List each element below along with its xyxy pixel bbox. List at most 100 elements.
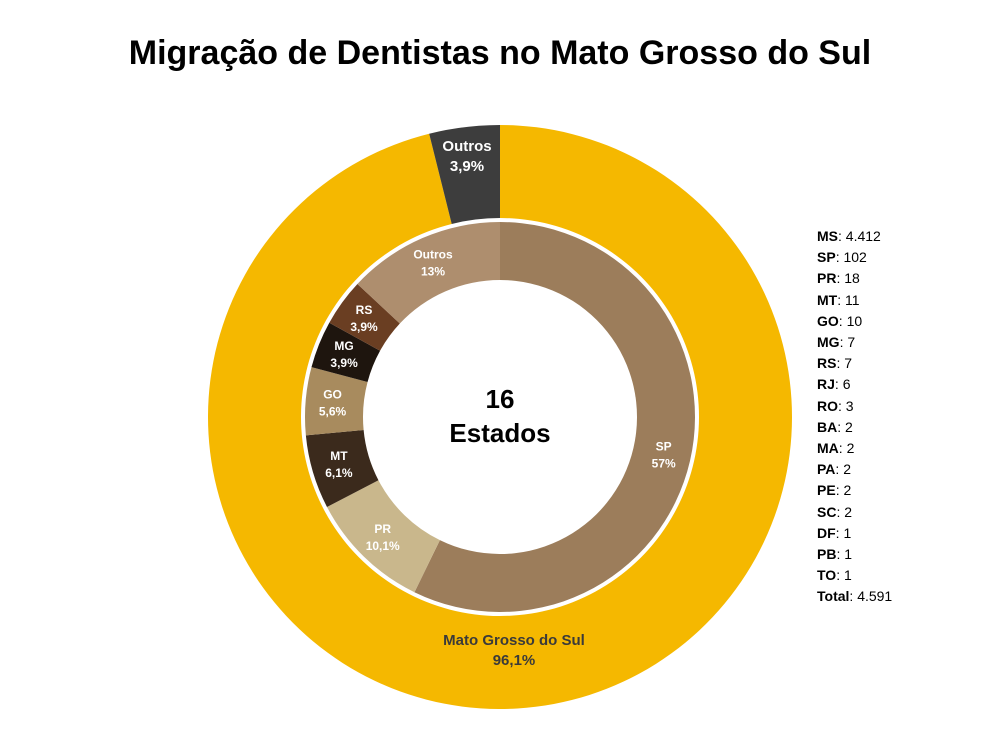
center-states-label: Estados: [449, 418, 550, 448]
legend-key: SP: [817, 249, 836, 266]
inner-slice-outros: [357, 222, 500, 324]
center-count-label: 16: [486, 384, 515, 414]
legend-key: MG: [817, 334, 840, 351]
legend-item: PR: 18: [817, 268, 892, 289]
legend-separator: :: [835, 461, 844, 478]
legend-key: MS: [817, 228, 838, 244]
inner-slice-rs: [329, 283, 400, 351]
legend-item: TO: 1: [817, 565, 892, 586]
legend-separator: :: [849, 588, 858, 605]
inner-slice-mg: [311, 322, 381, 382]
legend-key: RJ: [817, 376, 835, 393]
legend-item: GO: 10: [817, 311, 892, 332]
inner-slice-label-mg: MG: [334, 339, 353, 353]
outer-slice-mato-grosso-do-sul: [207, 125, 792, 709]
legend-key: RS: [817, 355, 837, 372]
outer-slice-label-mato-grosso-do-sul: Mato Grosso do Sul: [443, 632, 585, 649]
outer-slice-pct-mato-grosso-do-sul: 96,1%: [493, 652, 536, 669]
legend-separator: :: [838, 312, 847, 329]
inner-slice-mt: [305, 429, 379, 507]
legend-value: 1: [843, 524, 852, 541]
legend-item: MT: 11: [817, 290, 892, 311]
legend-item: RS: 7: [817, 353, 892, 374]
legend-separator: :: [836, 355, 845, 372]
legend-item: MS: 4.412: [817, 226, 892, 247]
legend-item: PE: 2: [817, 480, 892, 501]
legend-key: RO: [817, 397, 838, 414]
legend-value: 4.412: [845, 228, 881, 244]
outer-ring: Mato Grosso do Sul 96,1% Outros 3,9%: [207, 125, 792, 709]
legend-value: 102: [843, 249, 867, 266]
legend-value: 2: [843, 461, 851, 478]
inner-ring: SP 57% PR 10,1% MT 6,1% GO 5,6% MG 3,9% RS 3,9% Outr…: [305, 222, 695, 612]
inner-slice-pct-mg: 3,9%: [330, 356, 358, 370]
legend-key: PE: [817, 482, 836, 499]
legend-item: Total: 4.591: [817, 586, 892, 607]
legend-key: SC: [817, 503, 837, 520]
outer-slice-outros: [429, 125, 500, 224]
legend-separator: :: [838, 228, 846, 244]
inner-slice-sp: [414, 222, 695, 612]
legend-separator: :: [835, 482, 844, 499]
legend-value: 10: [846, 312, 863, 329]
legend-value: 1: [844, 546, 853, 563]
legend-separator: :: [837, 418, 846, 435]
legend-value: 2: [845, 418, 853, 435]
legend-item: DF: 1: [817, 523, 892, 544]
legend-key: PB: [817, 546, 837, 563]
legend-item: MA: 2: [817, 438, 892, 459]
legend-separator: :: [835, 249, 844, 266]
legend-value: 2: [843, 482, 852, 499]
legend-value: 3: [845, 397, 854, 414]
inner-slice-label-go: GO: [323, 388, 342, 402]
inner-slice-label-sp: SP: [656, 439, 672, 453]
legend-item: BA: 2: [817, 417, 892, 438]
legend-key: MT: [817, 291, 838, 308]
legend-item: PA: 2: [817, 459, 892, 480]
inner-slice-label-mt: MT: [330, 449, 348, 463]
legend-separator: :: [836, 546, 845, 563]
legend-key: GO: [817, 312, 839, 329]
inner-slice-pct-sp: 57%: [652, 456, 676, 470]
legend-key: BA: [817, 418, 838, 435]
legend-key: PA: [817, 461, 836, 478]
legend-separator: :: [838, 440, 847, 457]
legend-item: PB: 1: [817, 544, 892, 565]
legend-separator: :: [836, 503, 845, 520]
legend-separator: :: [836, 270, 845, 287]
legend-separator: :: [836, 567, 844, 584]
legend-value: 18: [844, 270, 860, 287]
legend-key: TO: [817, 567, 837, 584]
legend-key: Total: [817, 588, 850, 605]
legend-value: 2: [844, 503, 853, 520]
inner-slice-label-rs: RS: [356, 303, 373, 317]
outer-slice-pct-outros: 3,9%: [450, 158, 484, 175]
legend-key: PR: [817, 270, 837, 287]
legend-value: 2: [846, 440, 855, 457]
inner-slice-pct-rs: 3,9%: [350, 320, 378, 334]
outer-slice-label-outros: Outros: [442, 138, 491, 155]
inner-slice-go: [305, 367, 368, 436]
legend-item: SC: 2: [817, 502, 892, 523]
legend-value: 4.591: [857, 588, 893, 605]
legend-key: DF: [817, 524, 836, 541]
legend-item: SP: 102: [817, 247, 892, 268]
legend-separator: :: [839, 334, 848, 351]
legend-separator: :: [834, 376, 843, 393]
inner-slice-label-outros: Outros: [413, 247, 453, 261]
inner-slice-pr: [326, 480, 440, 593]
legend-value: 7: [847, 334, 856, 351]
legend-key: MA: [817, 440, 839, 457]
inner-slice-pct-pr: 10,1%: [366, 539, 400, 553]
legend-separator: :: [837, 291, 845, 308]
inner-slice-pct-outros: 13%: [421, 264, 445, 278]
chart-title: Migração de Dentistas no Mato Grosso do …: [128, 34, 872, 72]
legend-value: 1: [843, 567, 852, 584]
legend-value: 6: [842, 376, 851, 393]
legend-item: RO: 3: [817, 396, 892, 417]
legend-item: MG: 7: [817, 332, 892, 353]
legend-separator: :: [838, 397, 846, 414]
inner-slice-label-pr: PR: [374, 522, 391, 536]
